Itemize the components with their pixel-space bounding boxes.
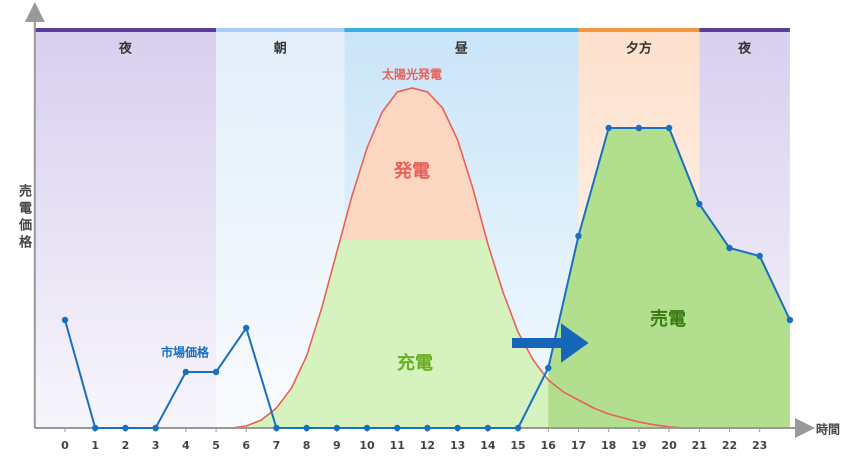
band-bar [699,28,790,32]
band-label: 昼 [455,41,468,57]
arrow [512,323,589,363]
price-point [424,424,431,432]
x-tick-label: 19 [631,439,646,452]
x-tick-label: 13 [450,439,465,452]
annotation: 売電 [650,308,686,330]
price-point [545,364,552,372]
series-label: 市場価格 [161,345,210,360]
x-tick-label: 12 [420,439,435,452]
annotation: 発電 [393,160,430,182]
sale-area [548,128,790,428]
price-point [484,424,492,432]
x-tick-label: 9 [333,439,341,452]
x-tick-label: 4 [182,439,190,452]
x-tick-label: 7 [273,439,281,452]
annotation: 充電 [397,352,433,374]
band-label: 夜 [737,41,752,57]
price-point [122,424,129,432]
price-point [665,124,673,132]
price-point [696,200,703,208]
price-point [61,316,69,324]
x-tick-label: 6 [242,439,250,452]
price-point [726,244,733,252]
price-point [243,324,250,332]
price-point [92,424,99,432]
x-tick-label: 21 [692,439,707,452]
x-tick-label: 2 [122,439,130,452]
price-point [182,368,190,376]
x-tick-label: 23 [752,439,767,452]
price-point [152,424,159,432]
price-point [605,124,612,132]
x-tick-label: 1 [91,439,99,452]
band-bar [34,28,217,32]
x-tick-label: 18 [601,439,616,452]
series-label: 太陽光発電 [382,67,442,82]
x-tick-label: 16 [541,439,557,452]
band-label: 夕方 [626,41,652,57]
x-tick-label: 20 [661,439,677,452]
areas [231,88,790,428]
x-tick-label: 3 [152,439,160,452]
x-tick-label: 10 [359,439,375,452]
band-bar [344,28,579,32]
y-axis-label: 売電価格 [16,184,31,252]
price-point [363,424,371,432]
price-point [303,424,310,432]
band-bar [216,28,345,32]
band [34,30,217,428]
solar-line [231,87,685,429]
x-tick-label: 15 [510,439,525,452]
x-tick-label: 8 [303,439,311,452]
x-tick-label: 14 [480,439,496,452]
x-tick-label: 11 [390,439,405,452]
price-point [786,316,794,324]
x-axis-label: 時間 [816,422,840,437]
charge-area [231,240,685,428]
price-point [756,252,763,260]
band-bar [578,28,700,32]
price-point [273,424,280,432]
price-point [394,424,401,432]
price-point [635,124,643,132]
price-point [212,368,220,376]
band-label: 夜 [118,41,133,57]
price-point [514,424,522,432]
price-point [333,424,341,432]
band-label: 朝 [274,41,287,57]
x-tick-label: 17 [571,439,586,452]
x-tick-label: 22 [722,439,737,452]
price-point [575,232,582,240]
price-point [454,424,461,432]
foreground: 0 1 2 3 4 5 6 7 8 9 10 11 12 13 14 15 16 17 18 19 20 21 22 23 [24,2,815,452]
x-tick-label: 0 [61,439,69,452]
x-tick-label: 5 [212,439,220,452]
